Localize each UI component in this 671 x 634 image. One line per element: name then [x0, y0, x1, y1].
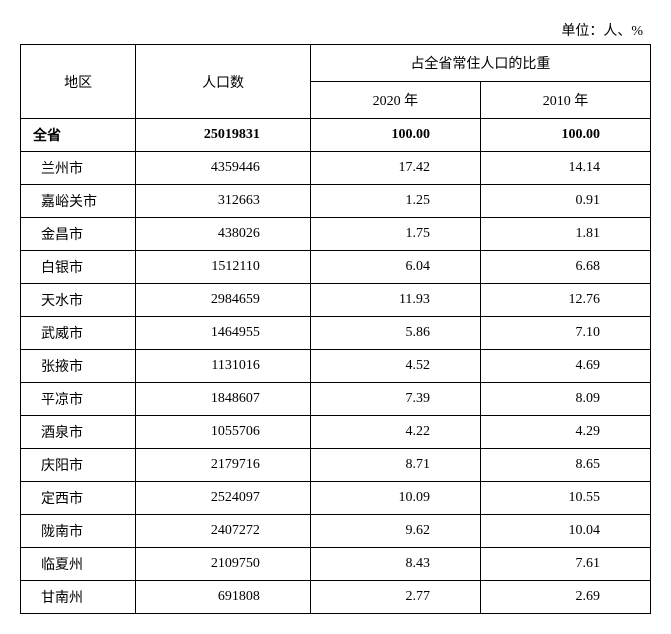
table-row: 兰州市435944617.4214.14 — [21, 152, 651, 185]
cell-region: 金昌市 — [21, 218, 136, 251]
cell-region: 平凉市 — [21, 383, 136, 416]
cell-region: 酒泉市 — [21, 416, 136, 449]
cell-population: 1512110 — [136, 251, 311, 284]
cell-pct-2020: 4.22 — [310, 416, 480, 449]
total-region: 全省 — [21, 119, 136, 152]
cell-pct-2020: 17.42 — [310, 152, 480, 185]
cell-pct-2010: 2.69 — [480, 581, 650, 614]
total-pct-2010: 100.00 — [480, 119, 650, 152]
cell-region: 兰州市 — [21, 152, 136, 185]
cell-pct-2020: 4.52 — [310, 350, 480, 383]
table-row: 酒泉市10557064.224.29 — [21, 416, 651, 449]
header-year-2010: 2010 年 — [480, 82, 650, 119]
cell-region: 天水市 — [21, 284, 136, 317]
cell-pct-2020: 7.39 — [310, 383, 480, 416]
header-year-2020: 2020 年 — [310, 82, 480, 119]
total-population: 25019831 — [136, 119, 311, 152]
table-row: 临夏州21097508.437.61 — [21, 548, 651, 581]
cell-region: 武威市 — [21, 317, 136, 350]
cell-pct-2020: 8.43 — [310, 548, 480, 581]
cell-pct-2010: 0.91 — [480, 185, 650, 218]
cell-population: 4359446 — [136, 152, 311, 185]
cell-region: 张掖市 — [21, 350, 136, 383]
header-region: 地区 — [21, 45, 136, 119]
cell-region: 甘南州 — [21, 581, 136, 614]
cell-pct-2020: 10.09 — [310, 482, 480, 515]
cell-population: 1055706 — [136, 416, 311, 449]
cell-population: 2984659 — [136, 284, 311, 317]
cell-pct-2010: 12.76 — [480, 284, 650, 317]
unit-label: 单位：人、% — [20, 20, 651, 40]
cell-pct-2010: 4.69 — [480, 350, 650, 383]
cell-region: 嘉峪关市 — [21, 185, 136, 218]
cell-pct-2010: 14.14 — [480, 152, 650, 185]
cell-pct-2020: 1.75 — [310, 218, 480, 251]
cell-population: 691808 — [136, 581, 311, 614]
cell-pct-2020: 6.04 — [310, 251, 480, 284]
header-population: 人口数 — [136, 45, 311, 119]
cell-pct-2020: 1.25 — [310, 185, 480, 218]
header-pct-group: 占全省常住人口的比重 — [310, 45, 650, 82]
cell-pct-2020: 8.71 — [310, 449, 480, 482]
table-row: 武威市14649555.867.10 — [21, 317, 651, 350]
population-table: 地区 人口数 占全省常住人口的比重 2020 年 2010 年 全省 25019… — [20, 44, 651, 614]
table-row: 天水市298465911.9312.76 — [21, 284, 651, 317]
table-row: 白银市15121106.046.68 — [21, 251, 651, 284]
cell-population: 1131016 — [136, 350, 311, 383]
cell-population: 1464955 — [136, 317, 311, 350]
table-body: 全省 25019831 100.00 100.00 兰州市435944617.4… — [21, 119, 651, 614]
cell-pct-2010: 4.29 — [480, 416, 650, 449]
table-total-row: 全省 25019831 100.00 100.00 — [21, 119, 651, 152]
table-row: 张掖市11310164.524.69 — [21, 350, 651, 383]
cell-region: 定西市 — [21, 482, 136, 515]
table-row: 甘南州6918082.772.69 — [21, 581, 651, 614]
total-pct-2020: 100.00 — [310, 119, 480, 152]
table-row: 平凉市18486077.398.09 — [21, 383, 651, 416]
cell-region: 庆阳市 — [21, 449, 136, 482]
cell-pct-2020: 11.93 — [310, 284, 480, 317]
table-row: 嘉峪关市3126631.250.91 — [21, 185, 651, 218]
cell-pct-2010: 7.61 — [480, 548, 650, 581]
cell-population: 2524097 — [136, 482, 311, 515]
cell-pct-2010: 7.10 — [480, 317, 650, 350]
cell-pct-2010: 1.81 — [480, 218, 650, 251]
cell-pct-2010: 8.65 — [480, 449, 650, 482]
cell-population: 2109750 — [136, 548, 311, 581]
cell-pct-2010: 10.55 — [480, 482, 650, 515]
cell-pct-2020: 5.86 — [310, 317, 480, 350]
cell-pct-2010: 8.09 — [480, 383, 650, 416]
cell-population: 438026 — [136, 218, 311, 251]
table-row: 定西市252409710.0910.55 — [21, 482, 651, 515]
cell-population: 1848607 — [136, 383, 311, 416]
table-row: 庆阳市21797168.718.65 — [21, 449, 651, 482]
table-row: 金昌市4380261.751.81 — [21, 218, 651, 251]
cell-population: 312663 — [136, 185, 311, 218]
cell-region: 临夏州 — [21, 548, 136, 581]
cell-population: 2179716 — [136, 449, 311, 482]
cell-pct-2020: 2.77 — [310, 581, 480, 614]
cell-pct-2010: 6.68 — [480, 251, 650, 284]
cell-region: 白银市 — [21, 251, 136, 284]
